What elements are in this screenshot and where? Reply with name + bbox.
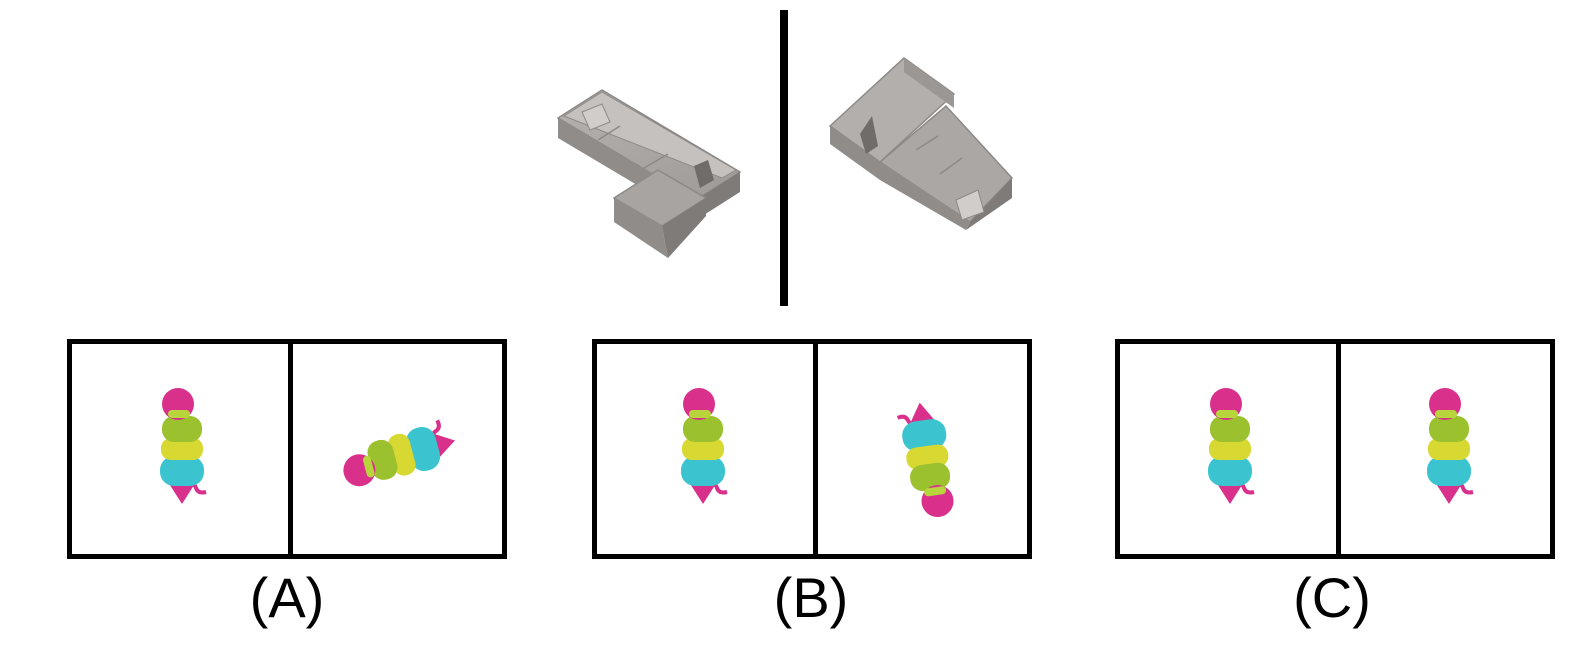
- stacked-ring-figure-icon: [893, 397, 960, 523]
- option-a-label: (A): [249, 566, 325, 629]
- option-b-right-cell: [818, 344, 1027, 554]
- option-c-label: (C): [1293, 566, 1371, 629]
- option-b-label: (B): [773, 566, 849, 629]
- stacked-ring-figure-icon: [158, 386, 208, 506]
- sofa-reference-left: [556, 89, 742, 258]
- option-b-divider: [813, 344, 818, 554]
- option-b-panel[interactable]: [592, 339, 1032, 559]
- stacked-ring-figure-icon: [679, 386, 729, 506]
- option-c-right-cell: [1341, 344, 1550, 554]
- option-c-divider: [1336, 344, 1341, 554]
- stacked-ring-figure-icon: [1425, 386, 1475, 506]
- option-b-left-cell: [597, 344, 813, 554]
- reference-divider: [780, 10, 788, 306]
- option-a-right-cell: [293, 344, 502, 554]
- option-a-panel[interactable]: [67, 339, 507, 559]
- sofa-reference-right: [828, 57, 1014, 230]
- stacked-ring-figure-icon: [1206, 386, 1256, 506]
- stacked-ring-figure-icon: [334, 415, 463, 494]
- option-a-divider: [288, 344, 293, 554]
- option-a-left-cell: [72, 344, 288, 554]
- option-c-panel[interactable]: [1115, 339, 1555, 559]
- option-c-left-cell: [1120, 344, 1336, 554]
